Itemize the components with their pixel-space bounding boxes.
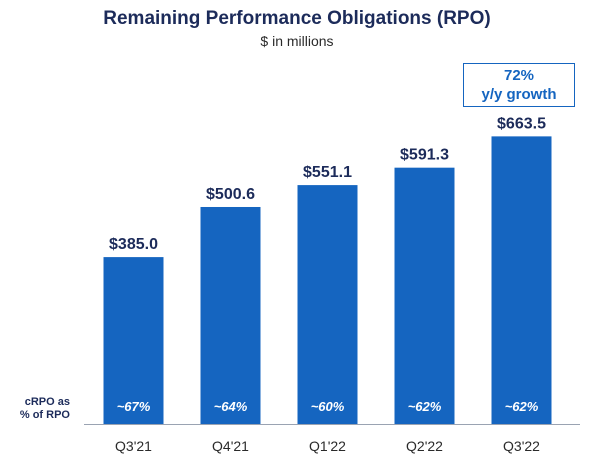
x-tick-label-0: Q3'21 — [115, 438, 152, 454]
bar-4 — [491, 136, 552, 425]
crpo-label-2: ~60% — [311, 399, 345, 414]
crpo-row-label-line1: cRPO as — [24, 396, 70, 408]
bar-1 — [200, 206, 261, 424]
bar-3 — [394, 167, 455, 424]
chart-title: Remaining Performance Obligations (RPO) — [103, 8, 491, 29]
growth-callout: 72% y/y growth — [463, 63, 575, 107]
crpo-row-label: cRPO as % of RPO — [6, 396, 70, 422]
x-tick-label-2: Q1'22 — [309, 438, 346, 454]
value-label-2: $551.1 — [303, 164, 352, 181]
growth-callout-text: y/y growth — [481, 86, 557, 103]
value-label-0: $385.0 — [109, 236, 158, 253]
chart-subtitle: $ in millions — [260, 33, 334, 49]
crpo-label-3: ~62% — [408, 399, 442, 414]
crpo-row-label-line2: % of RPO — [19, 409, 70, 421]
growth-callout-percent: 72% — [503, 67, 535, 84]
bar-2 — [297, 185, 358, 424]
value-label-1: $500.6 — [206, 186, 255, 203]
crpo-label-4: ~62% — [505, 399, 539, 414]
bar-0 — [103, 257, 164, 424]
crpo-label-1: ~64% — [214, 399, 248, 414]
x-tick-label-3: Q2'22 — [406, 438, 443, 454]
value-label-4: $663.5 — [497, 115, 546, 132]
x-tick-label-4: Q3'22 — [503, 438, 540, 454]
x-tick-label-1: Q4'21 — [212, 438, 249, 454]
crpo-label-0: ~67% — [117, 399, 151, 414]
value-label-3: $591.3 — [400, 147, 449, 164]
